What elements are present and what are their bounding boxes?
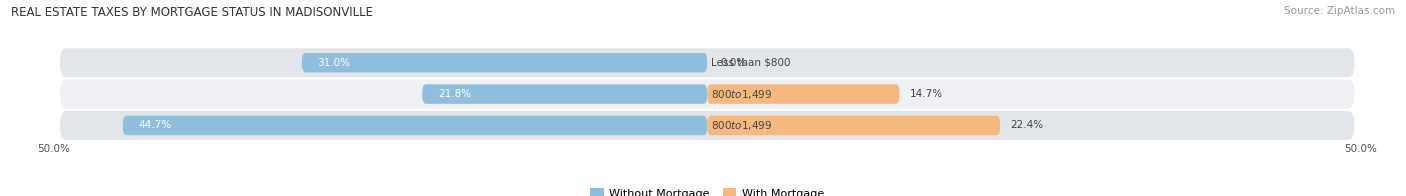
FancyBboxPatch shape <box>302 53 707 73</box>
FancyBboxPatch shape <box>60 48 1354 77</box>
Text: 44.7%: 44.7% <box>138 120 172 131</box>
FancyBboxPatch shape <box>60 111 1354 140</box>
Text: 0.0%: 0.0% <box>720 58 747 68</box>
FancyBboxPatch shape <box>122 116 707 135</box>
Text: 21.8%: 21.8% <box>437 89 471 99</box>
FancyBboxPatch shape <box>60 80 1354 109</box>
Text: 31.0%: 31.0% <box>318 58 350 68</box>
Text: Source: ZipAtlas.com: Source: ZipAtlas.com <box>1284 6 1395 16</box>
Text: $800 to $1,499: $800 to $1,499 <box>711 119 772 132</box>
FancyBboxPatch shape <box>707 116 1000 135</box>
Text: 14.7%: 14.7% <box>910 89 943 99</box>
Legend: Without Mortgage, With Mortgage: Without Mortgage, With Mortgage <box>586 184 828 196</box>
FancyBboxPatch shape <box>707 84 900 104</box>
Text: Less than $800: Less than $800 <box>711 58 790 68</box>
Text: $800 to $1,499: $800 to $1,499 <box>711 88 772 101</box>
Text: 22.4%: 22.4% <box>1011 120 1043 131</box>
Text: REAL ESTATE TAXES BY MORTGAGE STATUS IN MADISONVILLE: REAL ESTATE TAXES BY MORTGAGE STATUS IN … <box>11 6 373 19</box>
FancyBboxPatch shape <box>422 84 707 104</box>
